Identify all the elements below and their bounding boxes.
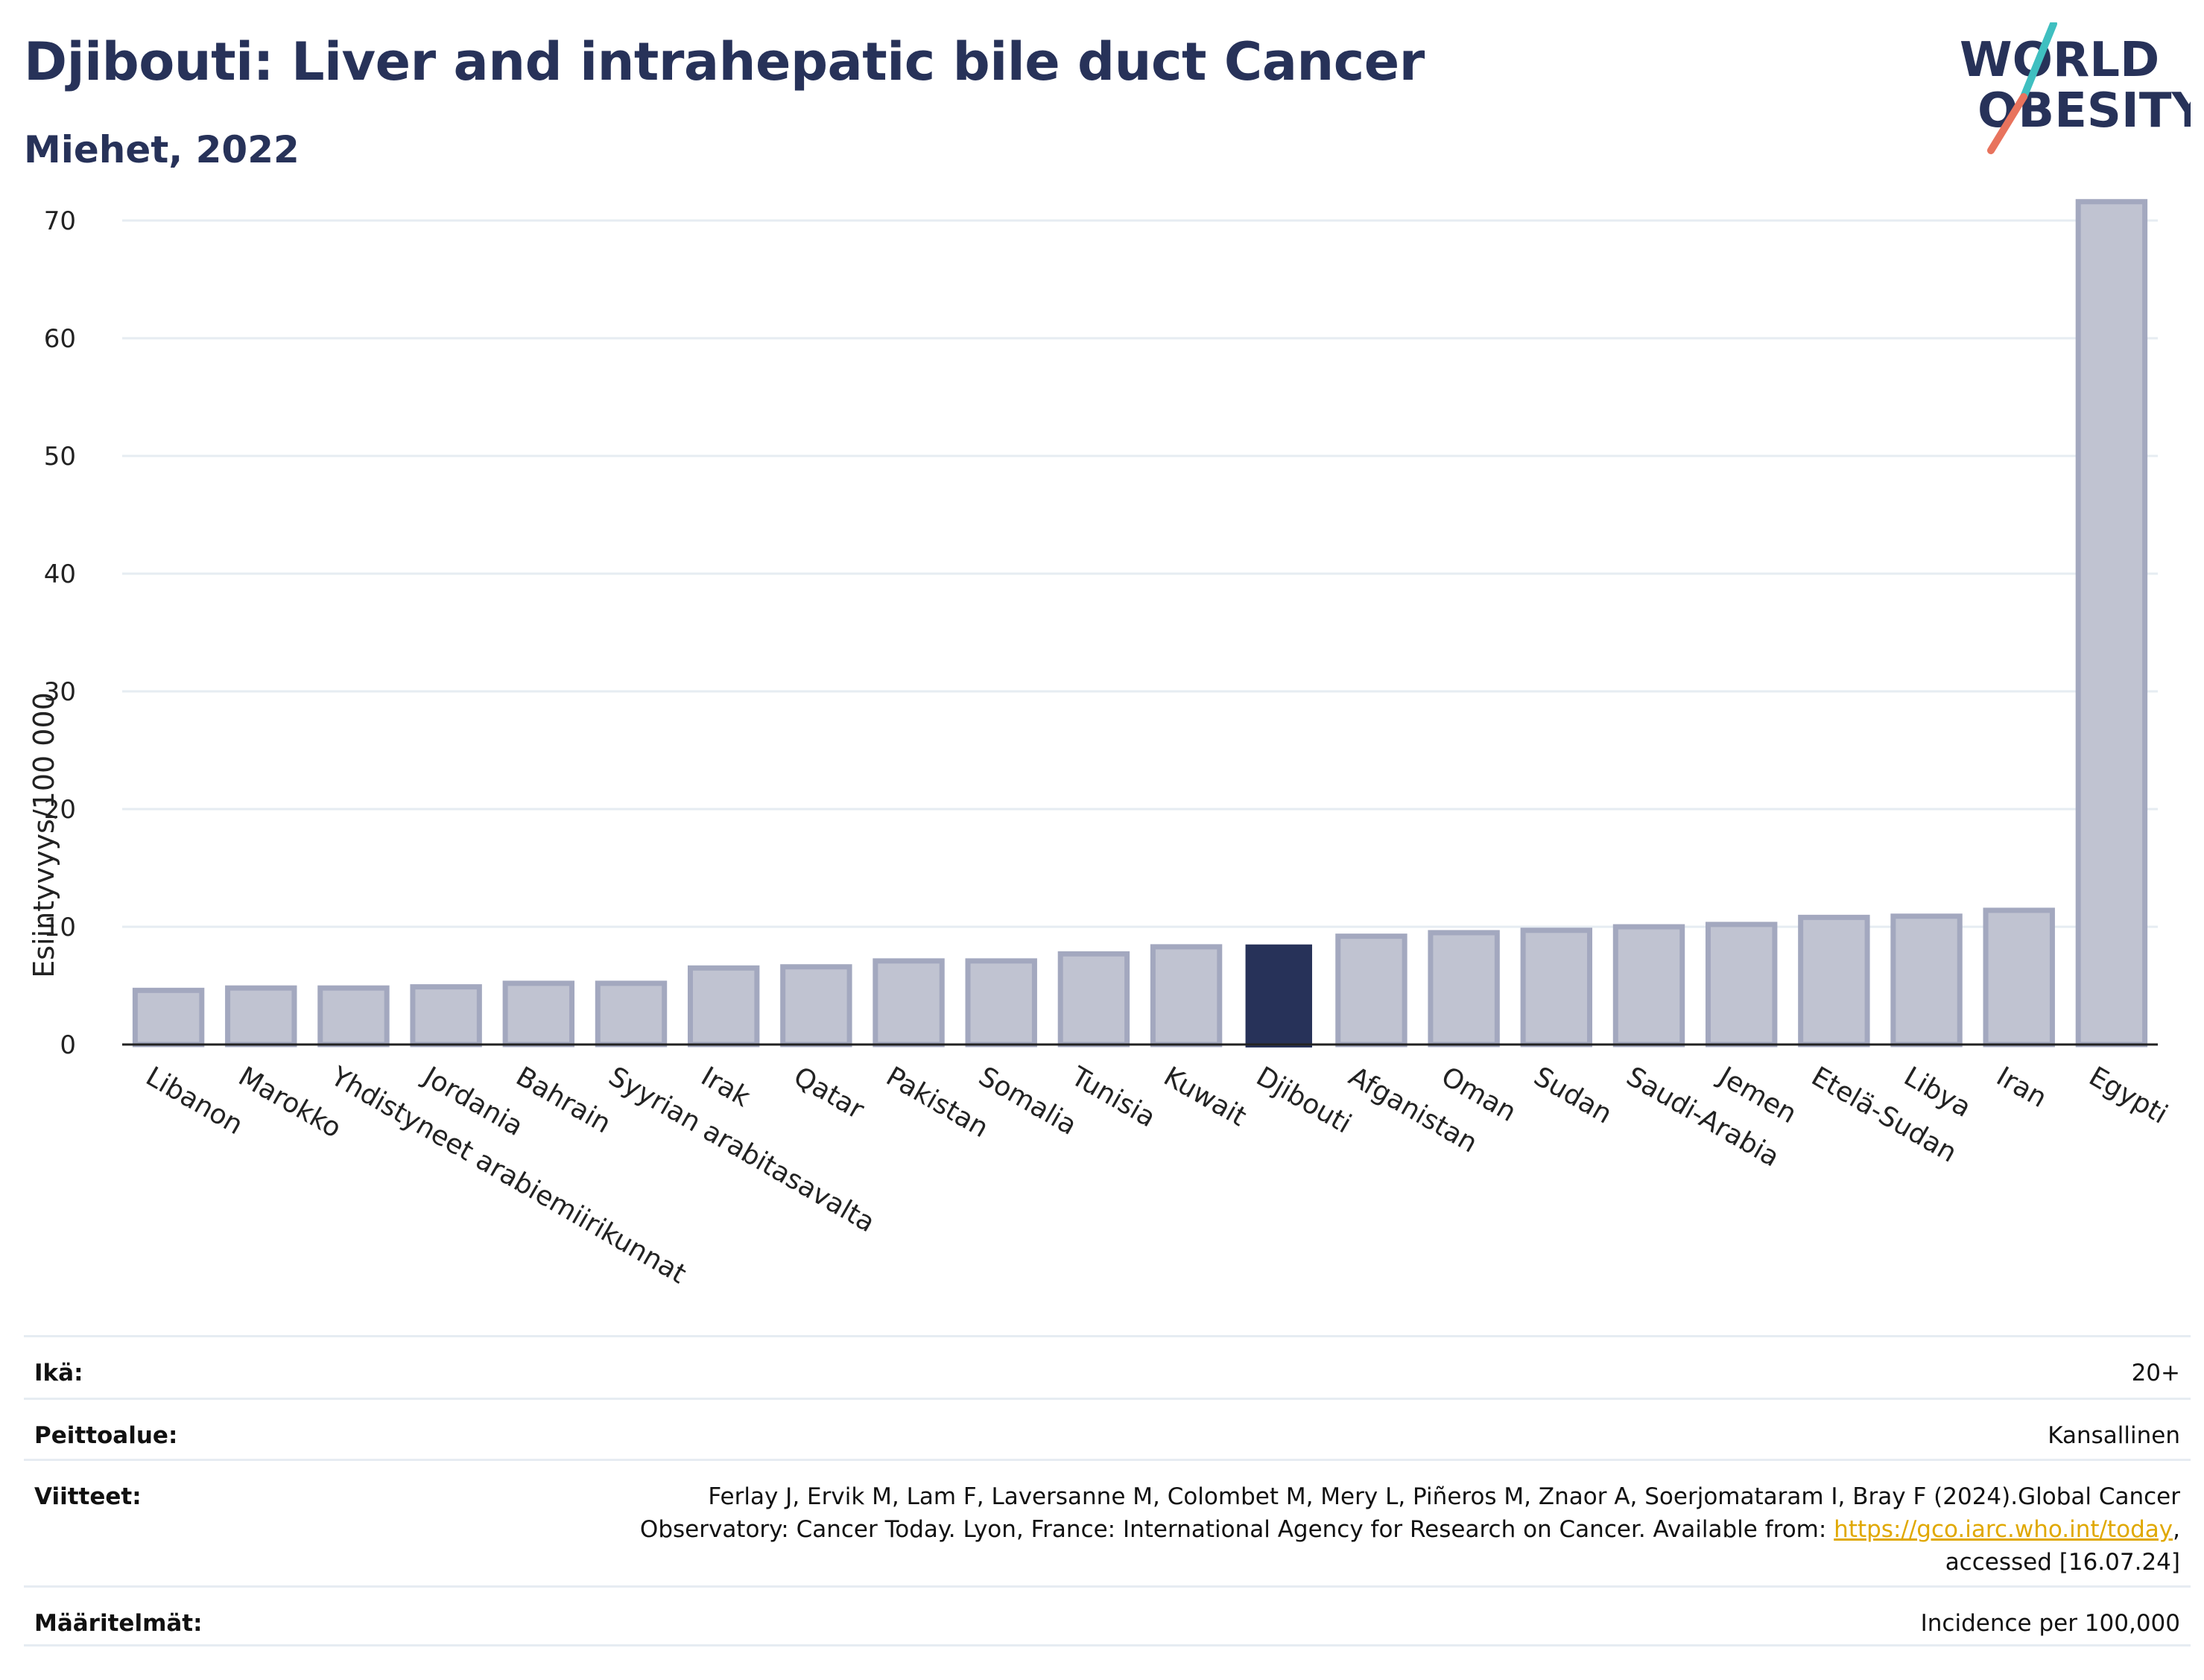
bar — [2075, 199, 2148, 1047]
coverage-label: Peittoalue: — [34, 1422, 178, 1449]
x-tick-label: Qatar — [788, 1061, 869, 1125]
x-tick-label: Saudi-Arabia — [1621, 1061, 1785, 1173]
bar — [1612, 924, 1685, 1047]
logo-slash-coral — [1987, 93, 2027, 154]
references-label: Viitteet: — [34, 1483, 142, 1510]
bar-chart: 0 10 20 30 40 50 60 70 Esiintyvyys/100 000 Libano… — [28, 199, 2173, 1290]
bar — [317, 985, 390, 1047]
bar — [873, 958, 945, 1047]
info-row-references: Viitteet: Ferlay J, Ervik M, Lam F, Lave… — [24, 1459, 2191, 1585]
references-link[interactable]: https://gco.iarc.who.int/today — [1834, 1516, 2173, 1543]
y-tick-label: 10 — [44, 913, 76, 942]
bar — [1057, 951, 1130, 1047]
bar — [1245, 944, 1312, 1047]
bar — [132, 987, 205, 1047]
x-tick-label: Marokko — [233, 1061, 346, 1144]
x-tick-label: Irak — [696, 1061, 756, 1113]
logo-slash-teal — [2020, 22, 2057, 101]
bar — [1798, 914, 1870, 1047]
x-tick-label: Libanon — [141, 1061, 248, 1141]
references-line-2-end: , — [2173, 1516, 2180, 1543]
x-tick-label: Bahrain — [511, 1061, 616, 1139]
info-row-age: Ikä: 20+ — [24, 1335, 2191, 1398]
logo-text-world: WORLD — [1960, 33, 2159, 88]
chart-title: Djibouti: Liver and intrahepatic bile du… — [24, 31, 1425, 92]
definitions-value: Incidence per 100,000 — [1920, 1610, 2180, 1637]
x-tick-label: Pakistan — [881, 1061, 993, 1144]
age-label: Ikä: — [34, 1360, 83, 1386]
bar — [225, 985, 297, 1047]
bar — [502, 980, 575, 1047]
x-tick-label: Somalia — [973, 1061, 1081, 1141]
bar — [1335, 933, 1407, 1047]
y-tick-label: 0 — [60, 1030, 76, 1060]
x-tick-label: Tunisia — [1065, 1061, 1161, 1133]
x-tick-label: Iran — [1991, 1061, 2051, 1114]
chart-subtitle: Miehet, 2022 — [24, 128, 300, 171]
references-line-3: accessed [16.07.24] — [1945, 1549, 2180, 1576]
references-value: Ferlay J, Ervik M, Lam F, Laversanne M, … — [640, 1480, 2180, 1579]
age-value: 20+ — [2131, 1360, 2180, 1386]
bar — [965, 958, 1037, 1047]
bar — [1150, 944, 1223, 1047]
info-table: Ikä: 20+ Peittoalue: Kansallinen Viittee… — [24, 1335, 2191, 1646]
bar — [1428, 930, 1500, 1047]
y-tick-label: 50 — [44, 442, 76, 472]
world-obesity-logo: WORLD OBESITY — [1960, 22, 2191, 154]
x-tick-label: Egypti — [2084, 1061, 2173, 1129]
bar — [595, 980, 668, 1047]
x-tick-label: Djibouti — [1251, 1061, 1356, 1139]
y-tick-label: 60 — [44, 324, 76, 354]
bar — [1520, 928, 1593, 1047]
y-tick-label: 70 — [44, 206, 76, 236]
references-line-1: Ferlay J, Ervik M, Lam F, Laversanne M, … — [708, 1483, 2180, 1510]
info-row-definitions: Määritelmät: Incidence per 100,000 — [24, 1585, 2191, 1646]
bar — [410, 984, 482, 1047]
y-tick-label: 40 — [44, 560, 76, 589]
info-row-coverage: Peittoalue: Kansallinen — [24, 1398, 2191, 1459]
x-tick-label: Sudan — [1529, 1061, 1618, 1129]
y-tick-label: 20 — [44, 795, 76, 825]
bar — [1705, 922, 1778, 1047]
x-tick-label: Kuwait — [1159, 1061, 1252, 1132]
y-axis-label: Esiintyvyys/100 000 — [28, 692, 60, 978]
references-line-2: Observatory: Cancer Today. Lyon, France:… — [639, 1516, 1834, 1543]
definitions-label: Määritelmät: — [34, 1610, 203, 1637]
bar — [687, 965, 760, 1047]
y-tick-label: 30 — [44, 677, 76, 707]
bar — [1983, 907, 2055, 1047]
bar — [1890, 913, 1963, 1047]
bar — [780, 964, 852, 1047]
coverage-value: Kansallinen — [2048, 1422, 2180, 1449]
